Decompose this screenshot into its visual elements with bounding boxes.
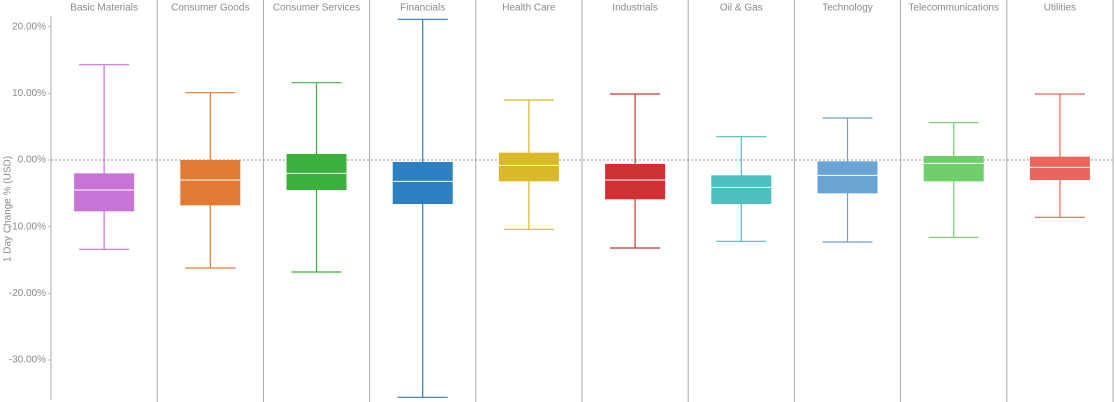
category-label: Health Care <box>502 3 556 14</box>
y-tick-label: 20.00% <box>12 21 46 32</box>
box <box>392 162 453 204</box>
box <box>286 154 347 190</box>
box <box>923 156 984 182</box>
y-tick-label: -20.00% <box>9 288 46 299</box>
box <box>817 161 878 194</box>
box <box>711 175 772 204</box>
category-label: Technology <box>822 3 873 14</box>
category-label: Utilities <box>1044 3 1076 14</box>
y-axis-label: 1 Day Change % (USD) <box>3 156 14 262</box>
category-label: Industrials <box>612 3 658 14</box>
y-tick-label: 0.00% <box>18 155 46 166</box>
y-tick-label: 10.00% <box>12 88 46 99</box>
category-label: Oil & Gas <box>720 3 763 14</box>
category-label: Consumer Goods <box>171 3 249 14</box>
category-label: Basic Materials <box>70 3 138 14</box>
box <box>498 152 559 182</box>
category-label: Telecommunications <box>908 3 999 14</box>
y-tick-label: -10.00% <box>9 221 46 232</box>
y-tick-label: -30.00% <box>9 355 46 366</box>
box <box>74 173 135 212</box>
category-label: Consumer Services <box>273 3 360 14</box>
category-label: Financials <box>400 3 445 14</box>
box <box>1029 156 1090 180</box>
box <box>605 164 666 200</box>
box <box>180 160 241 206</box>
